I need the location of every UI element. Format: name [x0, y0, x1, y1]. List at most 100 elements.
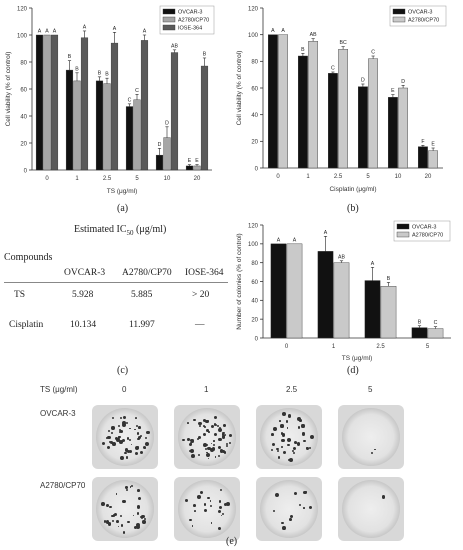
table-row-name: TS: [14, 290, 26, 300]
table-col-header: A2780/CP70: [122, 268, 172, 278]
bar: [333, 262, 350, 339]
colony-dot: [280, 424, 284, 428]
colony-dot: [122, 531, 126, 534]
panel-label-b: (b): [347, 203, 359, 214]
significance-label: B: [418, 319, 422, 325]
colony-dot: [136, 446, 140, 449]
colony-dot: [303, 507, 305, 509]
table-divider: [4, 282, 228, 283]
y-tick-label: 0: [255, 336, 259, 342]
colony-dot: [132, 514, 135, 517]
significance-label: D: [165, 120, 169, 126]
significance-label: A: [38, 29, 42, 35]
y-tick-label: 60: [251, 280, 258, 286]
colony-dot: [212, 444, 215, 447]
colony-dot: [105, 520, 110, 525]
culture-dish-image: [256, 405, 322, 469]
colony-dot: [280, 445, 283, 448]
colony-dot: [206, 451, 208, 453]
bar: [398, 87, 408, 169]
bar: [155, 154, 164, 171]
colony-dot: [139, 434, 142, 437]
bar: [357, 86, 368, 169]
colony-dot: [281, 438, 285, 443]
culture-dish-image: [174, 405, 240, 469]
culture-dish-image: [174, 477, 240, 541]
bar: [270, 243, 287, 339]
colony-dot: [198, 424, 202, 427]
colony-dot: [290, 514, 294, 518]
colony-dot: [136, 488, 140, 492]
y-tick-label: 20: [20, 141, 27, 147]
legend-entry: IOSE-364: [178, 26, 202, 32]
panel-label-d: (d): [347, 365, 359, 376]
colony-dot: [118, 440, 123, 445]
table-cell: 10.134: [70, 320, 97, 330]
colony-dot: [289, 458, 294, 462]
colony-dot: [207, 457, 210, 460]
colony-dot: [299, 419, 303, 423]
y-tick-label: 20: [251, 317, 258, 323]
x-axis-label: TS (μg/ml): [107, 188, 137, 195]
significance-label: A: [371, 261, 375, 267]
culture-dish-image: [338, 477, 404, 541]
x-tick-label: 1: [306, 174, 310, 180]
colony-dot: [136, 505, 141, 509]
y-axis-label: Cell viability (% of control): [5, 52, 12, 127]
x-tick-label: 2.5: [103, 176, 112, 182]
colony-dot: [204, 448, 207, 451]
x-tick-label: 20: [194, 176, 201, 182]
colony-dot: [136, 431, 140, 435]
colony-dot: [118, 430, 122, 434]
colony-dot: [130, 443, 133, 446]
colony-dot: [277, 449, 280, 452]
colony-dot: [139, 450, 144, 455]
bar: [268, 34, 278, 169]
bar: [170, 52, 179, 171]
colony-dot: [209, 447, 214, 452]
colony-dot: [197, 453, 201, 456]
colony-dot: [101, 502, 105, 506]
colony-dot: [141, 517, 144, 520]
colony-dot: [191, 525, 194, 527]
significance-label: D: [158, 142, 162, 148]
colony-dot: [226, 443, 229, 446]
ic-subscript: 50: [126, 229, 134, 237]
x-tick-label: 0: [285, 344, 289, 350]
y-tick-label: 40: [20, 114, 27, 120]
colony-dot: [129, 449, 133, 453]
colony-dot: [223, 502, 227, 506]
x-tick-label: 10: [164, 176, 171, 182]
colony-dot: [112, 514, 116, 517]
significance-label: A: [277, 237, 281, 243]
y-tick-label: 120: [248, 6, 259, 12]
colony-dot: [205, 419, 209, 424]
colony-dot: [288, 518, 292, 521]
colony-dot: [193, 510, 196, 512]
bar: [286, 243, 303, 339]
significance-label: E: [391, 88, 395, 94]
estimated-ic-text: Estimated IC: [74, 224, 127, 235]
x-tick-label: 0: [45, 176, 49, 182]
colony-dot: [220, 514, 223, 517]
bar: [368, 58, 378, 169]
bar: [80, 37, 89, 171]
colony-dot: [287, 438, 292, 443]
colony-dot: [226, 444, 229, 447]
y-tick-label: 40: [251, 113, 258, 119]
bar: [308, 41, 319, 169]
colony-dot: [213, 415, 218, 420]
colony-dot: [217, 455, 221, 458]
colony-dot: [197, 435, 202, 440]
colony-dot: [193, 503, 196, 507]
colony-dot: [219, 489, 223, 492]
x-axis-label: Cisplatin (μg/ml): [329, 186, 376, 193]
legend-swatch: [396, 231, 410, 238]
panel-label-a: (a): [117, 203, 129, 214]
legend-swatch: [392, 8, 406, 15]
colony-dot: [208, 431, 211, 434]
bar: [65, 69, 74, 171]
bar: [387, 97, 398, 169]
colony-dot: [204, 509, 208, 513]
x-tick-label: 1: [75, 176, 79, 182]
